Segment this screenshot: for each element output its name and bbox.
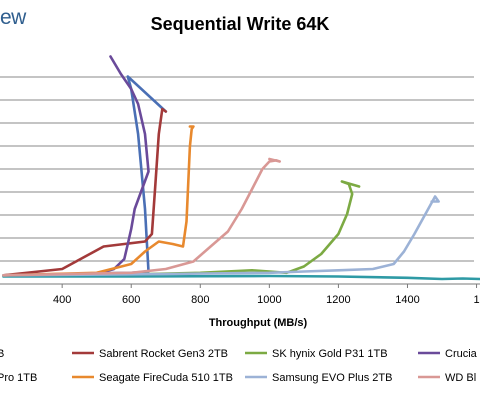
chart-axis: 400 600 800 1000 1200 1400 1 [0, 283, 480, 306]
series-line-7 [2, 157, 282, 277]
chart-gridlines [0, 76, 474, 262]
legend-label-1: Sabrent Rocket Gen3 2TB [99, 348, 228, 360]
legend-label-0: B [0, 348, 4, 360]
legend-label-4: Pro 1TB [0, 372, 37, 384]
series-line-5 [2, 125, 195, 277]
x-tick-label-4: 1200 [326, 294, 350, 306]
chart-legend: B Sabrent Rocket Gen3 2TB SK hynix Gold P3… [0, 348, 478, 384]
series-line-6 [2, 195, 440, 277]
series-line-1 [2, 107, 168, 277]
x-tick-label-1: 600 [122, 294, 140, 306]
chart-series-layer [2, 55, 480, 281]
brand-logo-text: ew [0, 6, 26, 29]
x-axis-label: Throughput (MB/s) [209, 317, 308, 329]
series-line-0 [2, 75, 168, 277]
x-tick-label-3: 1000 [257, 294, 281, 306]
x-tick-label-2: 800 [191, 294, 209, 306]
legend-label-2: SK hynix Gold P31 1TB [272, 348, 388, 360]
legend-label-6: Samsung EVO Plus 2TB [272, 372, 392, 384]
legend-label-7: WD Bl [445, 372, 476, 384]
x-tick-label-5: 1400 [395, 294, 419, 306]
legend-label-3: Crucia [445, 348, 478, 360]
chart-title: Sequential Write 64K [151, 14, 330, 34]
legend-label-5: Seagate FireCuda 510 1TB [99, 372, 233, 384]
x-tick-label-6: 1 [473, 294, 479, 306]
series-line-4 [2, 274, 480, 281]
x-tick-label-0: 400 [53, 294, 71, 306]
